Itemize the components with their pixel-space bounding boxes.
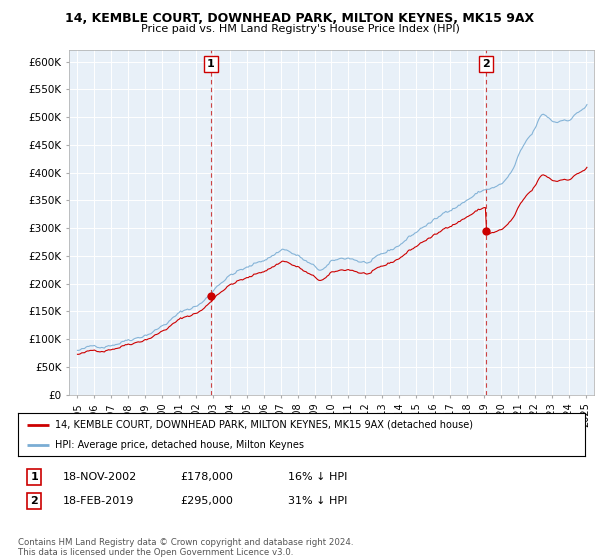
Text: £295,000: £295,000 [180, 496, 233, 506]
Text: Contains HM Land Registry data © Crown copyright and database right 2024.
This d: Contains HM Land Registry data © Crown c… [18, 538, 353, 557]
Text: 14, KEMBLE COURT, DOWNHEAD PARK, MILTON KEYNES, MK15 9AX (detached house): 14, KEMBLE COURT, DOWNHEAD PARK, MILTON … [55, 419, 473, 430]
Text: 18-FEB-2019: 18-FEB-2019 [63, 496, 134, 506]
Text: 1: 1 [31, 472, 38, 482]
Text: 2: 2 [482, 59, 490, 69]
Text: £178,000: £178,000 [180, 472, 233, 482]
Text: 14, KEMBLE COURT, DOWNHEAD PARK, MILTON KEYNES, MK15 9AX: 14, KEMBLE COURT, DOWNHEAD PARK, MILTON … [65, 12, 535, 25]
Text: HPI: Average price, detached house, Milton Keynes: HPI: Average price, detached house, Milt… [55, 440, 304, 450]
Text: 1: 1 [207, 59, 215, 69]
Text: 18-NOV-2002: 18-NOV-2002 [63, 472, 137, 482]
Text: 2: 2 [31, 496, 38, 506]
Text: Price paid vs. HM Land Registry's House Price Index (HPI): Price paid vs. HM Land Registry's House … [140, 24, 460, 34]
Text: 16% ↓ HPI: 16% ↓ HPI [288, 472, 347, 482]
Text: 31% ↓ HPI: 31% ↓ HPI [288, 496, 347, 506]
